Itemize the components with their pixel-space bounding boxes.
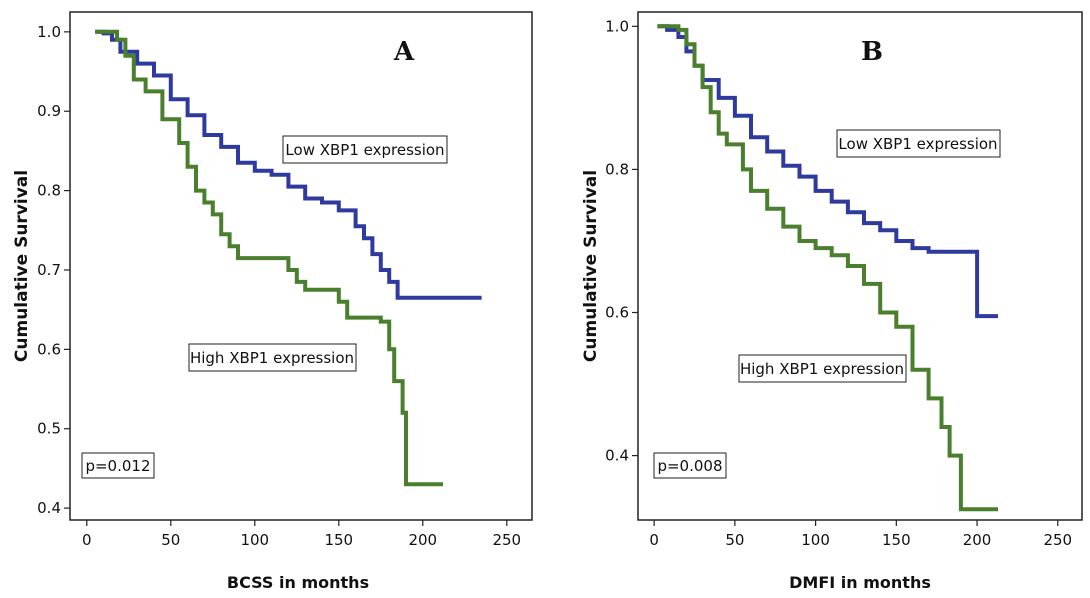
series-lines <box>657 24 998 512</box>
y-tick-label: 1.0 <box>605 17 629 35</box>
legend-low-label: Low XBP1 expression <box>838 135 997 153</box>
y-tick-label: 0.9 <box>37 102 61 120</box>
high-xbp1-survival-line <box>95 29 443 487</box>
legend-high-label: High XBP1 expression <box>190 349 354 367</box>
series-lines <box>95 29 482 487</box>
x-tick-label: 100 <box>801 531 830 549</box>
x-tick-label: 0 <box>82 531 92 549</box>
y-tick-label: 0.4 <box>37 499 61 517</box>
p-value-text: p=0.012 <box>85 457 150 475</box>
x-axis-label: DMFI in months <box>789 573 931 592</box>
legend-high: High XBP1 expression <box>188 343 357 372</box>
x-tick-label: 50 <box>725 531 744 549</box>
y-tick-label: 1.0 <box>37 23 61 41</box>
legend-high-label: High XBP1 expression <box>740 360 904 378</box>
p-value-box: p=0.008 <box>653 452 727 479</box>
x-tick-label: 150 <box>882 531 911 549</box>
y-tick-label: 0.6 <box>605 304 629 322</box>
x-tick-label: 150 <box>324 531 353 549</box>
panel-letter: B <box>861 37 883 67</box>
panel-b: 0.4 0.6 0.8 1.0 0 50 100 150 200 250 Cumulative … <box>581 11 1083 592</box>
y-ticks: 0.4 0.6 0.8 1.0 <box>605 17 638 465</box>
p-value-box: p=0.012 <box>81 452 155 479</box>
legend-high: High XBP1 expression <box>738 354 907 383</box>
x-tick-label: 100 <box>240 531 269 549</box>
plot-frame <box>69 11 533 521</box>
x-tick-label: 50 <box>161 531 180 549</box>
y-ticks: 0.4 0.5 0.6 0.7 0.8 0.9 1.0 <box>37 23 70 517</box>
legend-low: Low XBP1 expression <box>836 129 1001 158</box>
y-tick-label: 0.8 <box>37 182 61 200</box>
y-tick-label: 0.8 <box>605 160 629 178</box>
high-xbp1-survival-line <box>657 24 998 512</box>
low-xbp1-survival-line <box>95 29 482 300</box>
x-tick-label: 200 <box>408 531 437 549</box>
y-tick-label: 0.5 <box>37 420 61 438</box>
x-tick-label: 200 <box>963 531 992 549</box>
x-tick-label: 250 <box>492 531 521 549</box>
legend-low-label: Low XBP1 expression <box>285 141 444 159</box>
y-axis-label: Cumulative Survival <box>12 170 32 362</box>
p-value-text: p=0.008 <box>657 457 722 475</box>
x-axis-label: BCSS in months <box>227 573 369 592</box>
panel-a: 0.4 0.5 0.6 0.7 0.8 0.9 1.0 0 50 100 150 200 250 Cu… <box>12 11 533 592</box>
x-tick-label: 0 <box>649 531 659 549</box>
x-tick-label: 250 <box>1043 531 1072 549</box>
legend-low: Low XBP1 expression <box>282 135 448 164</box>
x-ticks: 0 50 100 150 200 250 <box>82 520 521 549</box>
y-tick-label: 0.6 <box>37 340 61 358</box>
y-axis-label: Cumulative Survival <box>581 170 601 362</box>
x-ticks: 0 50 100 150 200 250 <box>649 520 1072 549</box>
y-tick-label: 0.4 <box>605 447 629 465</box>
y-tick-label: 0.7 <box>37 261 61 279</box>
panel-letter: A <box>393 37 415 67</box>
